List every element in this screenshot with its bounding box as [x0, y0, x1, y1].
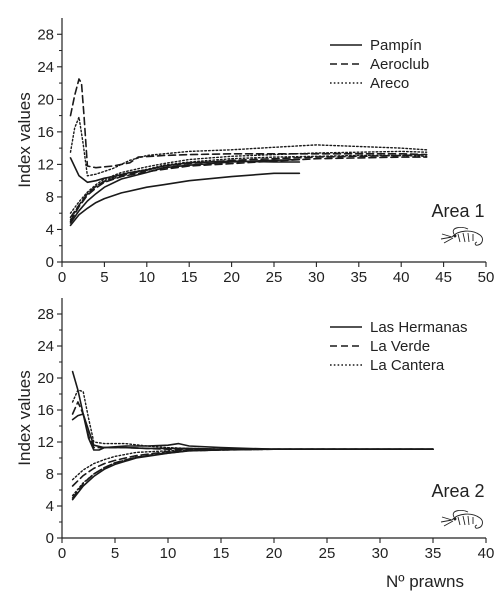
- x-axis-label: Nº prawns: [386, 572, 464, 591]
- y-tick-label: 24: [37, 59, 54, 76]
- x-tick-label: 35: [350, 269, 367, 286]
- x-tick-label: 25: [319, 545, 336, 562]
- series-line-bottom-6: [71, 389, 434, 450]
- y-tick-label: 4: [46, 498, 54, 515]
- legend-label: Aeroclub: [370, 56, 429, 73]
- chart-panel-top: 0 4 8 12 16 20 24 28 0 5 10 15 20 25 30 35 40 45 50 Index v…: [15, 18, 494, 286]
- legend: Las Hermanas La Verde La Cantera: [330, 319, 468, 374]
- y-tick-label: 20: [37, 91, 54, 108]
- x-tick-label: 40: [478, 545, 495, 562]
- series-line-top-5: [69, 156, 428, 223]
- area-annotation: Area 1: [431, 201, 484, 221]
- y-axis-label: Index values: [15, 92, 34, 187]
- x-tick-label: 20: [266, 545, 283, 562]
- legend-label: La Cantera: [370, 357, 445, 374]
- legend-label: Areco: [370, 75, 409, 92]
- series-line-top-8: [69, 154, 428, 221]
- x-tick-label: 0: [58, 545, 66, 562]
- area-annotation: Area 2: [431, 481, 484, 501]
- series-line-top-4: [69, 153, 428, 219]
- y-tick-label: 16: [37, 402, 54, 419]
- series-line-top-1: [69, 172, 301, 227]
- series-line-bottom-3: [71, 401, 434, 450]
- series-line-bottom-7: [71, 448, 434, 481]
- x-tick-label: 30: [372, 545, 389, 562]
- y-tick-label: 28: [37, 306, 54, 323]
- series-line-top-2: [69, 158, 301, 224]
- y-tick-label: 0: [46, 254, 54, 271]
- series-line-top-3: [69, 78, 428, 169]
- y-axis-label: Index values: [15, 370, 34, 465]
- legend-label: Pampín: [370, 37, 422, 54]
- chart-panel-bottom: 0 4 8 12 16 20 24 28 0 5 10 15 20 25 30 35 40 Index value…: [15, 298, 494, 591]
- x-tick-label: 50: [478, 269, 495, 286]
- x-tick-label: 35: [425, 545, 442, 562]
- y-tick-label: 20: [37, 370, 54, 387]
- prawn-icon: [440, 509, 483, 529]
- series-line-bottom-2: [71, 448, 434, 501]
- x-tick-label: 5: [111, 545, 119, 562]
- x-tick-label: 20: [223, 269, 240, 286]
- series-line-bottom-8: [71, 448, 434, 497]
- x-tick-label: 40: [393, 269, 410, 286]
- y-tick-label: 0: [46, 530, 54, 547]
- y-tick-label: 8: [46, 466, 54, 483]
- y-tick-label: 12: [37, 156, 54, 173]
- legend-label: La Verde: [370, 338, 430, 355]
- series-line-top-7: [69, 150, 428, 214]
- y-tick-label: 16: [37, 124, 54, 141]
- x-tick-label: 10: [138, 269, 155, 286]
- series-line-bottom-0: [71, 370, 434, 451]
- y-tick-label: 24: [37, 338, 54, 355]
- series-line-top-6: [69, 116, 428, 177]
- legend: Pampín Aeroclub Areco: [330, 37, 429, 92]
- y-tick-label: 12: [37, 434, 54, 451]
- x-tick-label: 30: [308, 269, 325, 286]
- series-line-bottom-5: [71, 448, 434, 499]
- y-tick-label: 8: [46, 189, 54, 206]
- prawn-icon: [440, 226, 483, 246]
- x-tick-label: 15: [181, 269, 198, 286]
- legend-label: Las Hermanas: [370, 319, 468, 336]
- y-tick-label: 4: [46, 221, 54, 238]
- x-tick-label: 0: [58, 269, 66, 286]
- y-tick-label: 28: [37, 26, 54, 43]
- x-tick-label: 10: [160, 545, 177, 562]
- x-tick-label: 25: [266, 269, 283, 286]
- x-tick-label: 5: [100, 269, 108, 286]
- x-tick-label: 15: [213, 545, 230, 562]
- x-tick-label: 45: [435, 269, 452, 286]
